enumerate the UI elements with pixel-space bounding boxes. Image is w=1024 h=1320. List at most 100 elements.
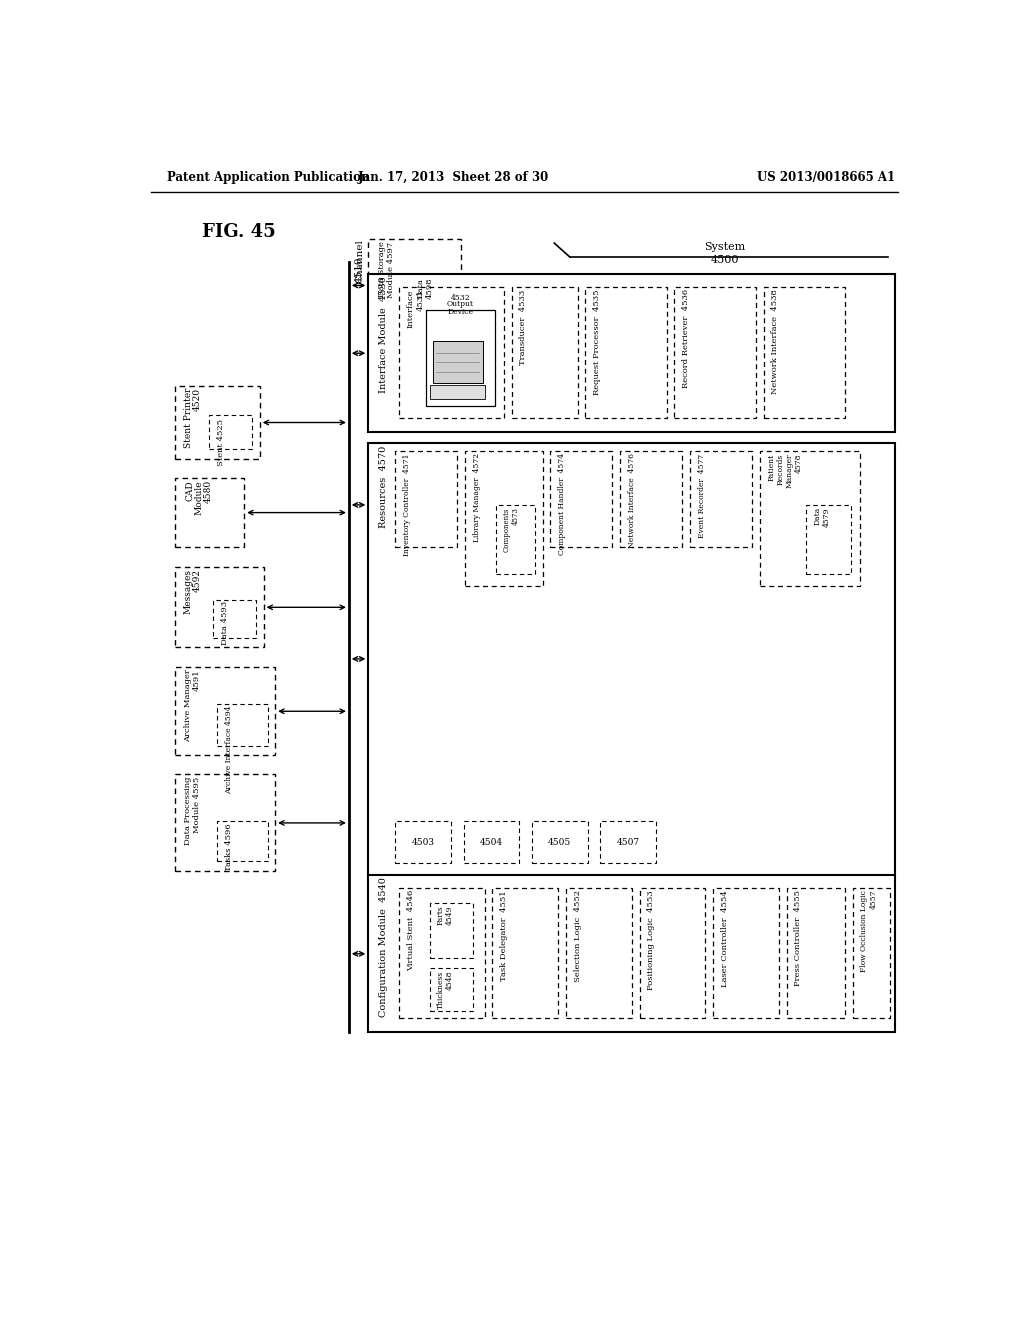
Text: Module 4595: Module 4595 [194, 776, 201, 833]
Text: Thickness: Thickness [436, 970, 444, 1008]
Bar [430, 385, 484, 399]
Bar [174, 566, 263, 647]
Bar [174, 667, 275, 755]
Bar [217, 704, 267, 746]
Text: Virtual Stent  4546: Virtual Stent 4546 [407, 890, 415, 972]
Bar [430, 969, 473, 1011]
Text: Inventory Controller  4571: Inventory Controller 4571 [403, 453, 411, 556]
Bar [496, 506, 535, 574]
Text: CAD: CAD [185, 480, 195, 500]
Bar [369, 275, 895, 432]
Text: Press Controller  4555: Press Controller 4555 [795, 890, 803, 986]
Text: 4532: 4532 [451, 294, 470, 302]
Text: Interface Module  4530: Interface Module 4530 [379, 276, 388, 393]
Text: US 2013/0018665 A1: US 2013/0018665 A1 [757, 172, 895, 185]
Bar [430, 903, 473, 958]
Text: Tasks 4596: Tasks 4596 [225, 822, 232, 870]
Text: Device: Device [447, 309, 473, 317]
Text: Parts: Parts [436, 906, 444, 925]
Text: Request Processor  4535: Request Processor 4535 [593, 289, 601, 395]
Text: 4573: 4573 [512, 507, 519, 525]
Text: Data: Data [814, 507, 822, 525]
Text: Manager: Manager [786, 453, 794, 488]
Bar [640, 887, 706, 1019]
Text: 4579: 4579 [823, 507, 831, 527]
Bar [550, 451, 612, 548]
Bar [760, 451, 860, 586]
Text: 4549: 4549 [445, 906, 454, 925]
Text: Channel: Channel [355, 239, 365, 282]
Bar [217, 821, 267, 862]
Bar [213, 599, 256, 638]
Bar [369, 874, 895, 1032]
Text: Output: Output [446, 300, 474, 308]
Text: 4503: 4503 [412, 838, 435, 846]
Text: Records: Records [776, 453, 784, 484]
Text: Archive Interface 4594: Archive Interface 4594 [225, 705, 232, 793]
Text: Transducer  4533: Transducer 4533 [519, 289, 527, 364]
Bar [399, 887, 484, 1019]
Text: 4591: 4591 [194, 669, 201, 690]
Bar [174, 775, 275, 871]
Text: Positioning Logic  4553: Positioning Logic 4553 [647, 890, 655, 990]
Text: FIG. 45: FIG. 45 [202, 223, 275, 240]
Text: Data: Data [417, 277, 424, 297]
Text: Module: Module [195, 480, 204, 515]
Text: 4548: 4548 [445, 970, 454, 990]
Text: Data Processing: Data Processing [183, 776, 191, 845]
Bar [209, 414, 252, 449]
Text: Data Storage: Data Storage [378, 242, 386, 297]
Text: Components: Components [503, 507, 510, 552]
Bar [853, 887, 890, 1019]
Text: Task Delegator  4551: Task Delegator 4551 [500, 890, 508, 981]
Text: Network Interface  4538: Network Interface 4538 [771, 289, 779, 395]
Text: Configuration Module  4540: Configuration Module 4540 [379, 876, 388, 1016]
Text: Component Handler  4574: Component Handler 4574 [558, 453, 566, 556]
Bar [369, 444, 895, 875]
Text: System: System [705, 242, 745, 252]
Bar [806, 506, 851, 574]
Text: Selection Logic  4552: Selection Logic 4552 [573, 890, 582, 982]
Bar [407, 277, 452, 321]
Text: Flow Occlusion Logic: Flow Occlusion Logic [860, 890, 868, 972]
Bar [586, 286, 667, 418]
Text: Interface: Interface [407, 289, 415, 327]
Text: 4504: 4504 [480, 838, 503, 846]
Text: Module 4597: Module 4597 [387, 242, 395, 298]
Bar [675, 286, 756, 418]
Bar [432, 341, 483, 383]
Text: 4510: 4510 [355, 256, 365, 282]
Bar [531, 821, 588, 863]
Text: Stent Printer: Stent Printer [183, 388, 193, 449]
Bar [369, 239, 461, 331]
Bar [512, 286, 578, 418]
Text: Patent Application Publication: Patent Application Publication [167, 172, 370, 185]
Text: 4500: 4500 [711, 255, 739, 265]
Text: 4507: 4507 [616, 838, 639, 846]
Text: Network Interface  4576: Network Interface 4576 [628, 453, 636, 548]
Bar [465, 451, 543, 586]
Text: Laser Controller  4554: Laser Controller 4554 [721, 890, 729, 986]
Text: Event Recorder  4577: Event Recorder 4577 [697, 453, 706, 537]
Text: 4520: 4520 [194, 388, 202, 411]
Text: Stent 4525: Stent 4525 [217, 418, 225, 466]
Text: 4592: 4592 [194, 569, 202, 591]
Text: Patient: Patient [767, 453, 775, 480]
Text: Library Manager  4572: Library Manager 4572 [473, 453, 481, 543]
Bar [764, 286, 845, 418]
Text: 4578: 4578 [796, 453, 803, 473]
Text: Messages: Messages [183, 569, 193, 614]
Bar [395, 451, 458, 548]
Bar [493, 887, 558, 1019]
Text: Archive Manager: Archive Manager [183, 669, 191, 742]
Bar [426, 310, 495, 407]
Text: 4580: 4580 [204, 480, 213, 503]
Text: 4598: 4598 [426, 277, 433, 300]
Bar [786, 887, 845, 1019]
Text: Jan. 17, 2013  Sheet 28 of 30: Jan. 17, 2013 Sheet 28 of 30 [357, 172, 549, 185]
Bar [174, 478, 245, 548]
Bar [621, 451, 682, 548]
Bar [600, 821, 655, 863]
Text: 4531: 4531 [417, 289, 424, 312]
Text: Data 4593: Data 4593 [221, 601, 229, 645]
